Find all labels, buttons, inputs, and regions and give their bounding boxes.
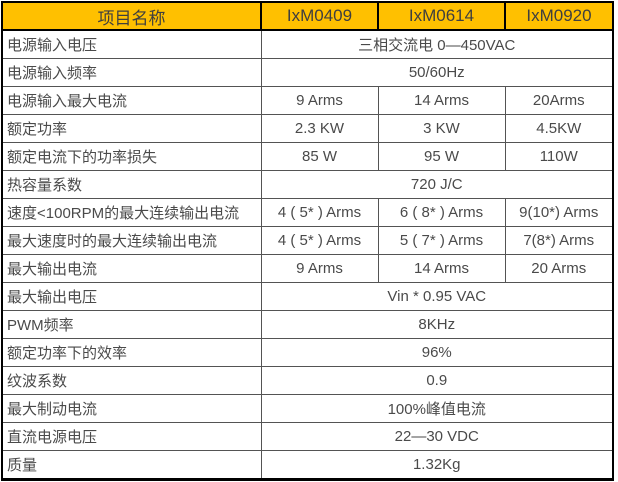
table-row-max-cont-current-max-speed: 最大速度时的最大连续输出电流 4 ( 5* ) Arms 5 ( 7* ) Ar… bbox=[1, 226, 614, 255]
table-row-pwm-frequency: PWM频率 8KHz bbox=[1, 310, 614, 339]
header-row: 项目名称 IxM0409 IxM0614 IxM0920 bbox=[1, 1, 614, 31]
table-row-max-braking-current: 最大制动电流 100%峰值电流 bbox=[1, 394, 614, 423]
value-cell: 100%峰值电流 bbox=[260, 394, 614, 423]
value-cell: 96% bbox=[260, 338, 614, 367]
value-cell: 20 Arms bbox=[504, 254, 614, 283]
row-label: 电源输入最大电流 bbox=[1, 86, 262, 115]
value-cell: 4 ( 5* ) Arms bbox=[260, 226, 379, 255]
table-row-dc-supply-voltage: 直流电源电压 22—30 VDC bbox=[1, 422, 614, 451]
value-cell: 8KHz bbox=[260, 310, 614, 339]
table-row-rated-power: 额定功率 2.3 KW 3 KW 4.5KW bbox=[1, 114, 614, 143]
column-header-item-name: 项目名称 bbox=[1, 1, 262, 31]
column-header-model-ixm0614: IxM0614 bbox=[377, 1, 506, 31]
value-cell: 2.3 KW bbox=[260, 114, 379, 143]
row-label: 最大速度时的最大连续输出电流 bbox=[1, 226, 262, 255]
column-header-model-ixm0409: IxM0409 bbox=[260, 1, 379, 31]
value-cell: 14 Arms bbox=[377, 254, 506, 283]
value-cell: 110W bbox=[504, 142, 614, 171]
row-label: 直流电源电压 bbox=[1, 422, 262, 451]
value-cell: 9(10*) Arms bbox=[504, 198, 614, 227]
value-cell: 4.5KW bbox=[504, 114, 614, 143]
column-header-model-ixm0920: IxM0920 bbox=[504, 1, 614, 31]
row-label: 质量 bbox=[1, 450, 262, 480]
row-label: 额定电流下的功率损失 bbox=[1, 142, 262, 171]
row-label: 最大输出电流 bbox=[1, 254, 262, 283]
row-label: 最大制动电流 bbox=[1, 394, 262, 423]
row-label: 速度<100RPM的最大连续输出电流 bbox=[1, 198, 262, 227]
table-row-weight: 质量 1.32Kg bbox=[1, 450, 614, 480]
value-cell: 7(8*) Arms bbox=[504, 226, 614, 255]
value-cell: 1.32Kg bbox=[260, 450, 614, 480]
value-cell: 5 ( 7* ) Arms bbox=[377, 226, 506, 255]
value-cell: 50/60Hz bbox=[260, 58, 614, 87]
table-row-max-cont-current-low-speed: 速度<100RPM的最大连续输出电流 4 ( 5* ) Arms 6 ( 8* … bbox=[1, 198, 614, 227]
table-row-max-output-voltage: 最大输出电压 Vin * 0.95 VAC bbox=[1, 282, 614, 311]
value-cell: 9 Arms bbox=[260, 86, 379, 115]
table-row-input-voltage: 电源输入电压 三相交流电 0—450VAC bbox=[1, 29, 614, 59]
row-label: 额定功率下的效率 bbox=[1, 338, 262, 367]
row-label: 电源输入频率 bbox=[1, 58, 262, 87]
value-cell: 720 J/C bbox=[260, 170, 614, 199]
row-label: PWM频率 bbox=[1, 310, 262, 339]
table-row-heat-capacity: 热容量系数 720 J/C bbox=[1, 170, 614, 199]
value-cell: 85 W bbox=[260, 142, 379, 171]
value-cell: 9 Arms bbox=[260, 254, 379, 283]
table-row-max-output-current: 最大输出电流 9 Arms 14 Arms 20 Arms bbox=[1, 254, 614, 283]
value-cell: Vin * 0.95 VAC bbox=[260, 282, 614, 311]
value-cell: 14 Arms bbox=[377, 86, 506, 115]
value-cell: 3 KW bbox=[377, 114, 506, 143]
table-row-input-frequency: 电源输入频率 50/60Hz bbox=[1, 58, 614, 87]
value-cell: 4 ( 5* ) Arms bbox=[260, 198, 379, 227]
value-cell: 95 W bbox=[377, 142, 506, 171]
row-label: 纹波系数 bbox=[1, 366, 262, 395]
row-label: 额定功率 bbox=[1, 114, 262, 143]
table-row-max-input-current: 电源输入最大电流 9 Arms 14 Arms 20Arms bbox=[1, 86, 614, 115]
value-cell: 6 ( 8* ) Arms bbox=[377, 198, 506, 227]
value-cell: 三相交流电 0—450VAC bbox=[260, 29, 614, 59]
value-cell: 0.9 bbox=[260, 366, 614, 395]
value-cell: 20Arms bbox=[504, 86, 614, 115]
value-cell: 22—30 VDC bbox=[260, 422, 614, 451]
table-row-ripple-factor: 纹波系数 0.9 bbox=[1, 366, 614, 395]
table-row-power-loss: 额定电流下的功率损失 85 W 95 W 110W bbox=[1, 142, 614, 171]
row-label: 电源输入电压 bbox=[1, 29, 262, 59]
row-label: 热容量系数 bbox=[1, 170, 262, 199]
row-label: 最大输出电压 bbox=[1, 282, 262, 311]
table-row-efficiency: 额定功率下的效率 96% bbox=[1, 338, 614, 367]
